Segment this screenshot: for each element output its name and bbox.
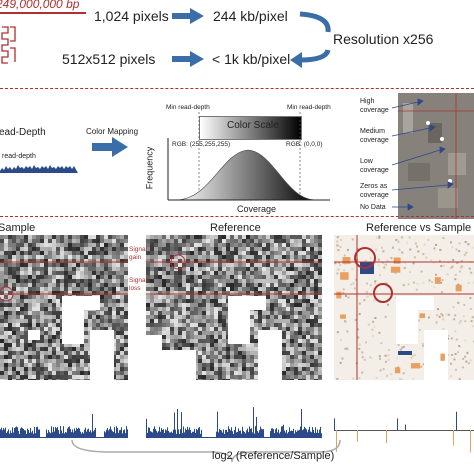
log-ratio-track <box>334 402 474 458</box>
pixels-2d-label: 512x512 pixels <box>62 51 156 67</box>
sample-title: Sample <box>0 222 36 234</box>
coverage-example-image <box>398 93 474 219</box>
signal-gain-label: Signal gain <box>129 246 148 261</box>
reference-track <box>146 402 322 438</box>
legend-zeros: Zeros as coverage <box>360 183 389 199</box>
legend-medium: Medium coverage <box>360 128 389 144</box>
section-divider <box>0 216 474 217</box>
arrow-right-icon <box>172 51 204 67</box>
reference-heatmap <box>146 235 322 380</box>
chromosome-line <box>0 12 86 14</box>
sample-heatmap <box>0 235 128 380</box>
read-depth-sublabel: read-depth <box>2 153 36 160</box>
resolution-1d-label: 244 kb/pixel <box>213 8 288 24</box>
resolution-gain-label: Resolution x256 <box>333 31 434 47</box>
rgb-white-label: RGB: (255,255,255) <box>172 141 231 148</box>
x-axis-label: Coverage <box>237 204 277 214</box>
rgb-black-label: RGB: (0,0,0) <box>286 141 323 148</box>
color-scale-label: Color Scale <box>227 120 279 131</box>
min-read-depth-left: Min read-depth <box>166 104 210 111</box>
min-read-depth-right: Min read-depth <box>287 104 331 111</box>
color-scale-bar <box>199 116 302 140</box>
legend-nodata: No Data <box>360 204 386 211</box>
signal-loss-label: Signal loss <box>129 277 148 292</box>
top-arrows <box>172 8 331 68</box>
y-axis-label: Frequency <box>144 146 155 190</box>
legend-high: High coverage <box>360 98 389 114</box>
color-mapping-label: Color Mapping <box>86 127 139 136</box>
ref-vs-sample-heatmap <box>334 235 474 380</box>
read-depth-title: ead-Depth <box>0 127 46 138</box>
hilbert-curve-icon <box>1 26 16 64</box>
ref-vs-sample-title: Reference vs Sample <box>366 222 472 234</box>
resolution-2d-label: < 1k kb/pixel <box>212 51 291 67</box>
reference-title: Reference <box>210 222 261 234</box>
section-divider <box>0 88 474 89</box>
chromosome-length-label: 249,000,000 bp <box>0 0 80 11</box>
arrow-right-icon <box>92 137 128 157</box>
log-ratio-label: log2 (Reference/Sample) <box>212 450 335 462</box>
read-depth-track <box>0 163 78 173</box>
sample-track <box>0 402 128 438</box>
pixels-1d-label: 1,024 pixels <box>94 8 169 24</box>
legend-low: Low coverage <box>360 158 389 174</box>
arrow-right-icon <box>172 8 204 24</box>
